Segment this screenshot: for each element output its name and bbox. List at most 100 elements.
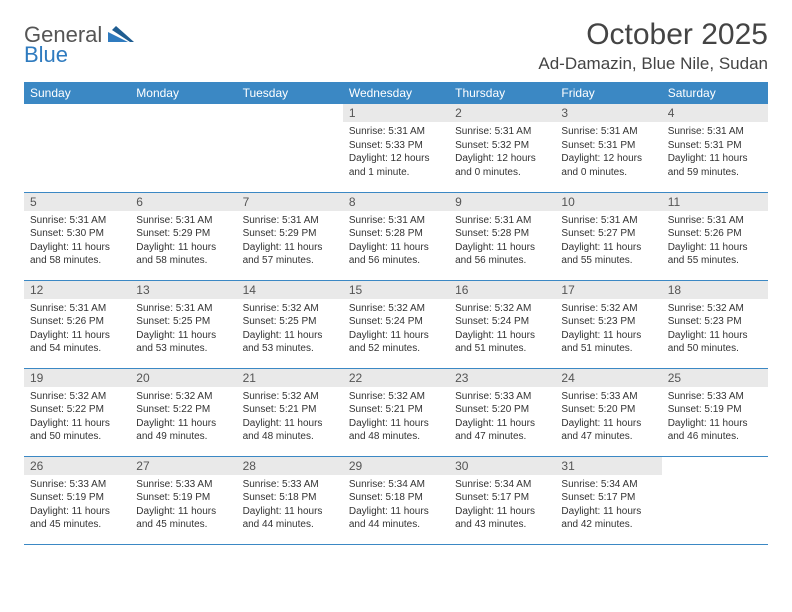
daylight-line: Daylight: 11 hours and 58 minutes. <box>136 242 216 267</box>
sunset-line: Sunset: 5:17 PM <box>561 492 635 503</box>
calendar-cell: 8Sunrise: 5:31 AMSunset: 5:28 PMDaylight… <box>343 192 449 280</box>
calendar-cell <box>662 456 768 544</box>
day-details: Sunrise: 5:32 AMSunset: 5:22 PMDaylight:… <box>130 387 236 448</box>
calendar-cell <box>130 104 236 192</box>
day-number: 13 <box>130 281 236 299</box>
calendar-cell: 11Sunrise: 5:31 AMSunset: 5:26 PMDayligh… <box>662 192 768 280</box>
day-details: Sunrise: 5:31 AMSunset: 5:32 PMDaylight:… <box>449 122 555 183</box>
calendar-cell <box>237 104 343 192</box>
day-details: Sunrise: 5:33 AMSunset: 5:20 PMDaylight:… <box>449 387 555 448</box>
daylight-line: Daylight: 11 hours and 46 minutes. <box>668 418 748 443</box>
weekday-header: Saturday <box>662 82 768 104</box>
sunrise-line: Sunrise: 5:31 AM <box>349 126 425 137</box>
sunset-line: Sunset: 5:30 PM <box>30 228 104 239</box>
sunset-line: Sunset: 5:24 PM <box>455 316 529 327</box>
sunset-line: Sunset: 5:31 PM <box>561 140 635 151</box>
sunset-line: Sunset: 5:25 PM <box>243 316 317 327</box>
daylight-line: Daylight: 11 hours and 44 minutes. <box>243 506 323 531</box>
sunset-line: Sunset: 5:31 PM <box>668 140 742 151</box>
sunrise-line: Sunrise: 5:34 AM <box>349 479 425 490</box>
sunset-line: Sunset: 5:24 PM <box>349 316 423 327</box>
day-number: 1 <box>343 104 449 122</box>
day-number: 24 <box>555 369 661 387</box>
day-details: Sunrise: 5:31 AMSunset: 5:30 PMDaylight:… <box>24 211 130 272</box>
day-number: 3 <box>555 104 661 122</box>
sunrise-line: Sunrise: 5:32 AM <box>349 391 425 402</box>
day-number: 25 <box>662 369 768 387</box>
calendar-cell: 29Sunrise: 5:34 AMSunset: 5:18 PMDayligh… <box>343 456 449 544</box>
day-details: Sunrise: 5:31 AMSunset: 5:26 PMDaylight:… <box>662 211 768 272</box>
sunrise-line: Sunrise: 5:32 AM <box>30 391 106 402</box>
day-details: Sunrise: 5:31 AMSunset: 5:28 PMDaylight:… <box>343 211 449 272</box>
day-details: Sunrise: 5:33 AMSunset: 5:19 PMDaylight:… <box>662 387 768 448</box>
brand-logo: General Blue <box>24 18 134 65</box>
day-number: 22 <box>343 369 449 387</box>
day-details: Sunrise: 5:32 AMSunset: 5:22 PMDaylight:… <box>24 387 130 448</box>
calendar-table: SundayMondayTuesdayWednesdayThursdayFrid… <box>24 82 768 545</box>
sunrise-line: Sunrise: 5:31 AM <box>561 215 637 226</box>
day-details: Sunrise: 5:31 AMSunset: 5:29 PMDaylight:… <box>130 211 236 272</box>
calendar-cell: 26Sunrise: 5:33 AMSunset: 5:19 PMDayligh… <box>24 456 130 544</box>
day-details: Sunrise: 5:34 AMSunset: 5:17 PMDaylight:… <box>555 475 661 536</box>
calendar-cell <box>24 104 130 192</box>
calendar-cell: 18Sunrise: 5:32 AMSunset: 5:23 PMDayligh… <box>662 280 768 368</box>
day-number: 27 <box>130 457 236 475</box>
sunset-line: Sunset: 5:21 PM <box>349 404 423 415</box>
calendar-cell: 15Sunrise: 5:32 AMSunset: 5:24 PMDayligh… <box>343 280 449 368</box>
day-number: 14 <box>237 281 343 299</box>
daylight-line: Daylight: 11 hours and 47 minutes. <box>561 418 641 443</box>
day-number: 28 <box>237 457 343 475</box>
sunset-line: Sunset: 5:28 PM <box>455 228 529 239</box>
brand-text: General Blue <box>24 24 134 65</box>
calendar-cell: 1Sunrise: 5:31 AMSunset: 5:33 PMDaylight… <box>343 104 449 192</box>
sunset-line: Sunset: 5:26 PM <box>30 316 104 327</box>
daylight-line: Daylight: 11 hours and 51 minutes. <box>561 330 641 355</box>
calendar-cell: 21Sunrise: 5:32 AMSunset: 5:21 PMDayligh… <box>237 368 343 456</box>
daylight-line: Daylight: 11 hours and 54 minutes. <box>30 330 110 355</box>
daylight-line: Daylight: 12 hours and 0 minutes. <box>455 153 536 178</box>
sunset-line: Sunset: 5:20 PM <box>561 404 635 415</box>
sunset-line: Sunset: 5:19 PM <box>30 492 104 503</box>
daylight-line: Daylight: 11 hours and 42 minutes. <box>561 506 641 531</box>
calendar-cell: 17Sunrise: 5:32 AMSunset: 5:23 PMDayligh… <box>555 280 661 368</box>
sunset-line: Sunset: 5:17 PM <box>455 492 529 503</box>
day-details: Sunrise: 5:33 AMSunset: 5:18 PMDaylight:… <box>237 475 343 536</box>
sunrise-line: Sunrise: 5:32 AM <box>561 303 637 314</box>
weekday-header: Sunday <box>24 82 130 104</box>
calendar-cell: 25Sunrise: 5:33 AMSunset: 5:19 PMDayligh… <box>662 368 768 456</box>
day-number: 9 <box>449 193 555 211</box>
day-details: Sunrise: 5:31 AMSunset: 5:29 PMDaylight:… <box>237 211 343 272</box>
day-number-empty <box>237 104 343 122</box>
daylight-line: Daylight: 11 hours and 47 minutes. <box>455 418 535 443</box>
day-details: Sunrise: 5:34 AM Sunset: 5:17 PM Daylight:… <box>449 475 555 536</box>
sunset-line: Sunset: 5:18 PM <box>349 492 423 503</box>
sunset-line: Sunset: 5:19 PM <box>668 404 742 415</box>
daylight-line: Daylight: 11 hours and 55 minutes. <box>561 242 641 267</box>
day-details: Sunrise: 5:33 AMSunset: 5:19 PMDaylight:… <box>24 475 130 536</box>
title-block: October 2025 Ad-Damazin, Blue Nile, Suda… <box>538 18 768 74</box>
sunset-line: Sunset: 5:29 PM <box>243 228 317 239</box>
sunrise-line: Sunrise: 5:33 AM <box>455 391 531 402</box>
sunrise-line: Sunrise: 5:32 AM <box>349 303 425 314</box>
daylight-line: Daylight: 11 hours and 58 minutes. <box>30 242 110 267</box>
daylight-line: Daylight: 12 hours and 0 minutes. <box>561 153 642 178</box>
day-number: 21 <box>237 369 343 387</box>
sunrise-line: Sunrise: 5:34 AM <box>455 479 531 490</box>
calendar-cell: 30Sunrise: 5:34 AMSunset: 5:17 PMDayligh… <box>449 456 555 544</box>
day-details: Sunrise: 5:31 AMSunset: 5:27 PMDaylight:… <box>555 211 661 272</box>
daylight-line: Daylight: 11 hours and 43 minutes. <box>455 506 535 531</box>
daylight-line: Daylight: 11 hours and 57 minutes. <box>243 242 323 267</box>
day-details: Sunrise: 5:32 AMSunset: 5:25 PMDaylight:… <box>237 299 343 360</box>
day-details: Sunrise: 5:32 AMSunset: 5:23 PMDaylight:… <box>555 299 661 360</box>
weekday-header: Friday <box>555 82 661 104</box>
calendar-cell: 5Sunrise: 5:31 AMSunset: 5:30 PMDaylight… <box>24 192 130 280</box>
page-title: October 2025 <box>538 18 768 52</box>
day-number: 5 <box>24 193 130 211</box>
sunset-line: Sunset: 5:18 PM <box>243 492 317 503</box>
daylight-line: Daylight: 11 hours and 49 minutes. <box>136 418 216 443</box>
day-number: 23 <box>449 369 555 387</box>
daylight-line: Daylight: 11 hours and 50 minutes. <box>30 418 110 443</box>
sunset-line: Sunset: 5:28 PM <box>349 228 423 239</box>
weekday-header: Tuesday <box>237 82 343 104</box>
day-number: 31 <box>555 457 661 475</box>
